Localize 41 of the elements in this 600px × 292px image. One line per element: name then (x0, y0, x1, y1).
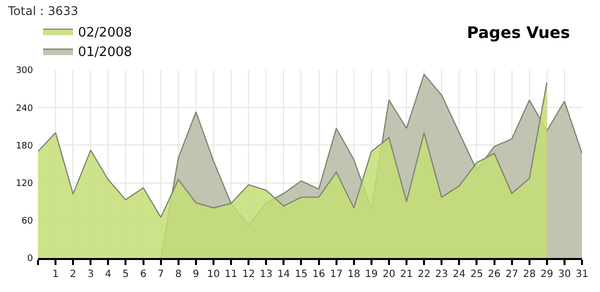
x-tick-label: 4 (105, 269, 112, 280)
x-tick-label: 1 (52, 269, 59, 280)
x-tick-label: 11 (224, 269, 238, 280)
x-tick-label: 10 (207, 269, 220, 280)
x-tick-label: 21 (400, 269, 413, 280)
x-tick-label: 14 (277, 269, 290, 280)
y-tick-label: 60 (22, 216, 34, 227)
x-tick-label: 7 (158, 269, 164, 280)
x-tick-label: 5 (122, 269, 129, 280)
x-tick-label: 20 (382, 269, 396, 280)
x-tick-label: 16 (312, 269, 326, 280)
x-tick-label: 18 (348, 269, 360, 280)
x-tick-label: 3 (87, 269, 94, 280)
y-tick-label: 0 (27, 254, 34, 264)
x-tick-label: 19 (365, 269, 378, 280)
x-tick-label: 9 (192, 269, 200, 280)
x-tick-label: 29 (540, 269, 554, 280)
y-tick-label: 120 (16, 178, 34, 189)
text: Total : 3633 (7, 4, 78, 18)
x-tick-label: 24 (452, 269, 466, 280)
x-tick-label: 30 (558, 269, 571, 280)
x-tick-label: 28 (522, 269, 536, 280)
x-tick-label: 2 (70, 269, 76, 280)
x-tick-label: 25 (470, 269, 484, 280)
y-tick-label: 240 (16, 104, 34, 114)
x-tick-label: 6 (140, 269, 146, 280)
x-tick-label: 22 (418, 269, 430, 280)
x-tick-label: 23 (435, 269, 448, 280)
legend-label: 02/2008 (78, 25, 132, 40)
x-tick-label: 13 (260, 269, 272, 280)
chart-title: Pages Vues (466, 22, 570, 42)
legend-label: 01/2008 (78, 45, 132, 60)
x-tick-label: 17 (330, 269, 343, 280)
x-tick-label: 8 (175, 269, 182, 280)
x-tick-label: 26 (488, 269, 501, 280)
x-tick-label: 12 (242, 269, 255, 280)
x-tick-label: 31 (576, 269, 588, 280)
x-tick-label: 15 (294, 269, 308, 280)
x-tick-label: 27 (505, 269, 518, 280)
y-tick-label: 180 (16, 141, 34, 152)
y-tick-label: 300 (16, 66, 34, 76)
